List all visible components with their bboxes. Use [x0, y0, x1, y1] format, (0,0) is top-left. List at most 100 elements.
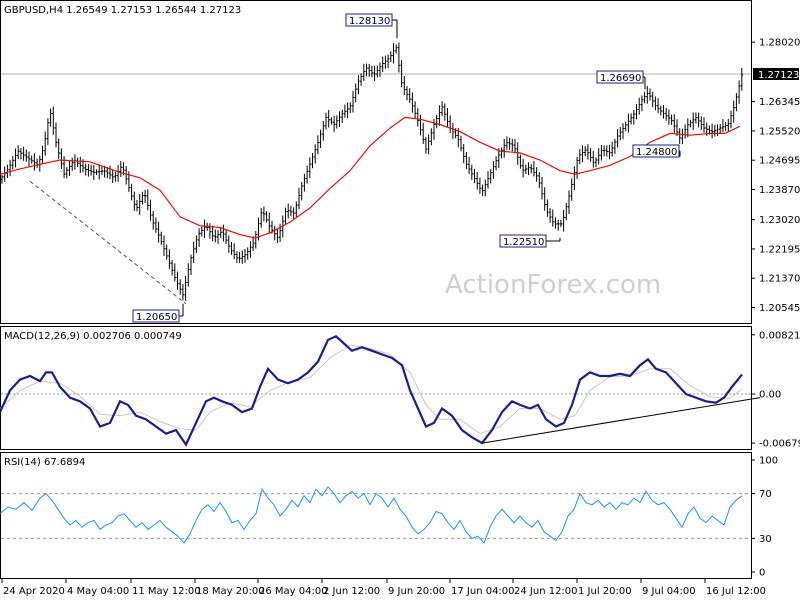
price-bar	[138, 194, 141, 215]
price-bar	[737, 80, 741, 104]
price-bar	[589, 148, 592, 162]
price-bar	[22, 146, 25, 161]
price-bar	[324, 112, 328, 130]
price-bar	[700, 116, 703, 130]
price-bar	[243, 248, 247, 263]
price-bar	[535, 167, 538, 182]
price-bar	[573, 166, 576, 191]
macd-signal-line	[0, 344, 743, 435]
price-bar	[381, 56, 384, 73]
annotation-box	[499, 234, 547, 248]
price-bar	[254, 230, 257, 249]
price-bar	[133, 191, 136, 211]
price-bar	[643, 91, 646, 104]
price-bar	[319, 129, 322, 148]
price-bar	[503, 138, 506, 158]
price-bar	[640, 95, 644, 112]
price-bar	[241, 250, 244, 264]
price-bar	[346, 102, 349, 119]
price-bar	[724, 121, 727, 132]
x-tick-label: 9 Jun 20:00	[388, 586, 445, 597]
price-bar	[373, 65, 376, 82]
price-bar	[27, 151, 31, 167]
price-bar	[330, 117, 333, 125]
price-bar	[227, 235, 230, 253]
price-bar	[422, 122, 425, 144]
price-bar	[581, 145, 584, 163]
price-bar	[416, 108, 419, 127]
price-bar	[511, 138, 514, 152]
price-bar	[508, 137, 511, 151]
price-bar	[686, 118, 689, 138]
x-tick-label: 9 Jul 04:00	[642, 586, 696, 597]
price-bar	[492, 161, 495, 179]
price-bar	[405, 86, 409, 101]
annotation-box	[632, 144, 680, 158]
rsi-y-label: 30	[759, 534, 772, 545]
x-tick-label: 18 May 20:00	[196, 586, 265, 597]
price-bar	[49, 108, 52, 127]
price-bar	[543, 187, 546, 211]
price-bar	[562, 209, 565, 232]
price-bar	[424, 136, 428, 154]
price-bar	[597, 148, 600, 165]
price-bar	[308, 157, 311, 178]
price-bar	[297, 187, 301, 210]
price-bar	[260, 208, 263, 228]
price-bar	[478, 177, 482, 194]
price-bar	[465, 151, 468, 169]
price-bar	[141, 191, 144, 205]
price-bar	[303, 173, 306, 192]
price-bar	[551, 209, 554, 227]
price-bar	[638, 97, 641, 115]
price-bars	[0, 42, 743, 301]
price-bar	[211, 225, 214, 242]
price-bar	[486, 171, 490, 189]
price-bar	[219, 227, 222, 238]
price-trendline	[29, 180, 187, 305]
price-bar	[670, 114, 673, 125]
rsi-y-label: 100	[759, 456, 778, 467]
price-bar	[300, 181, 303, 201]
price-bar	[332, 115, 336, 132]
price-bar	[357, 75, 360, 95]
price-bar	[440, 101, 444, 117]
price-bar	[230, 242, 233, 255]
price-bar	[675, 119, 679, 137]
price-bar	[735, 93, 738, 112]
price-bar	[154, 217, 158, 233]
price-bar	[540, 177, 544, 200]
macd-layer	[0, 335, 761, 447]
price-bar	[432, 118, 436, 140]
price-bar	[489, 169, 492, 184]
price-bar	[710, 123, 714, 139]
price-bar	[289, 205, 293, 217]
annotation-box	[596, 70, 644, 84]
price-bar	[95, 169, 98, 175]
price-bar	[203, 219, 206, 239]
price-bar	[119, 161, 122, 178]
price-bar	[497, 148, 500, 169]
x-tick-label: 1 Jul 20:00	[578, 586, 632, 597]
price-bar	[554, 217, 557, 229]
price-bar	[25, 149, 28, 162]
price-bar	[184, 276, 187, 301]
price-bar	[238, 251, 241, 264]
price-bar	[619, 127, 622, 141]
price-bar	[575, 156, 579, 179]
x-tick-label: 2 Jun 12:00	[323, 586, 380, 597]
price-bar	[635, 103, 638, 120]
price-bar	[162, 235, 166, 257]
price-bar	[719, 124, 722, 135]
price-bar	[0, 174, 4, 184]
price-bar	[702, 117, 706, 133]
price-bar	[567, 190, 571, 215]
price-bar	[732, 100, 735, 123]
price-bar	[316, 135, 320, 155]
price-bar	[246, 247, 249, 260]
price-bar	[179, 279, 182, 295]
price-bar	[354, 83, 357, 103]
price-bar	[17, 145, 20, 160]
annotation-label: 1.22510	[503, 237, 544, 248]
price-bar	[292, 207, 295, 220]
